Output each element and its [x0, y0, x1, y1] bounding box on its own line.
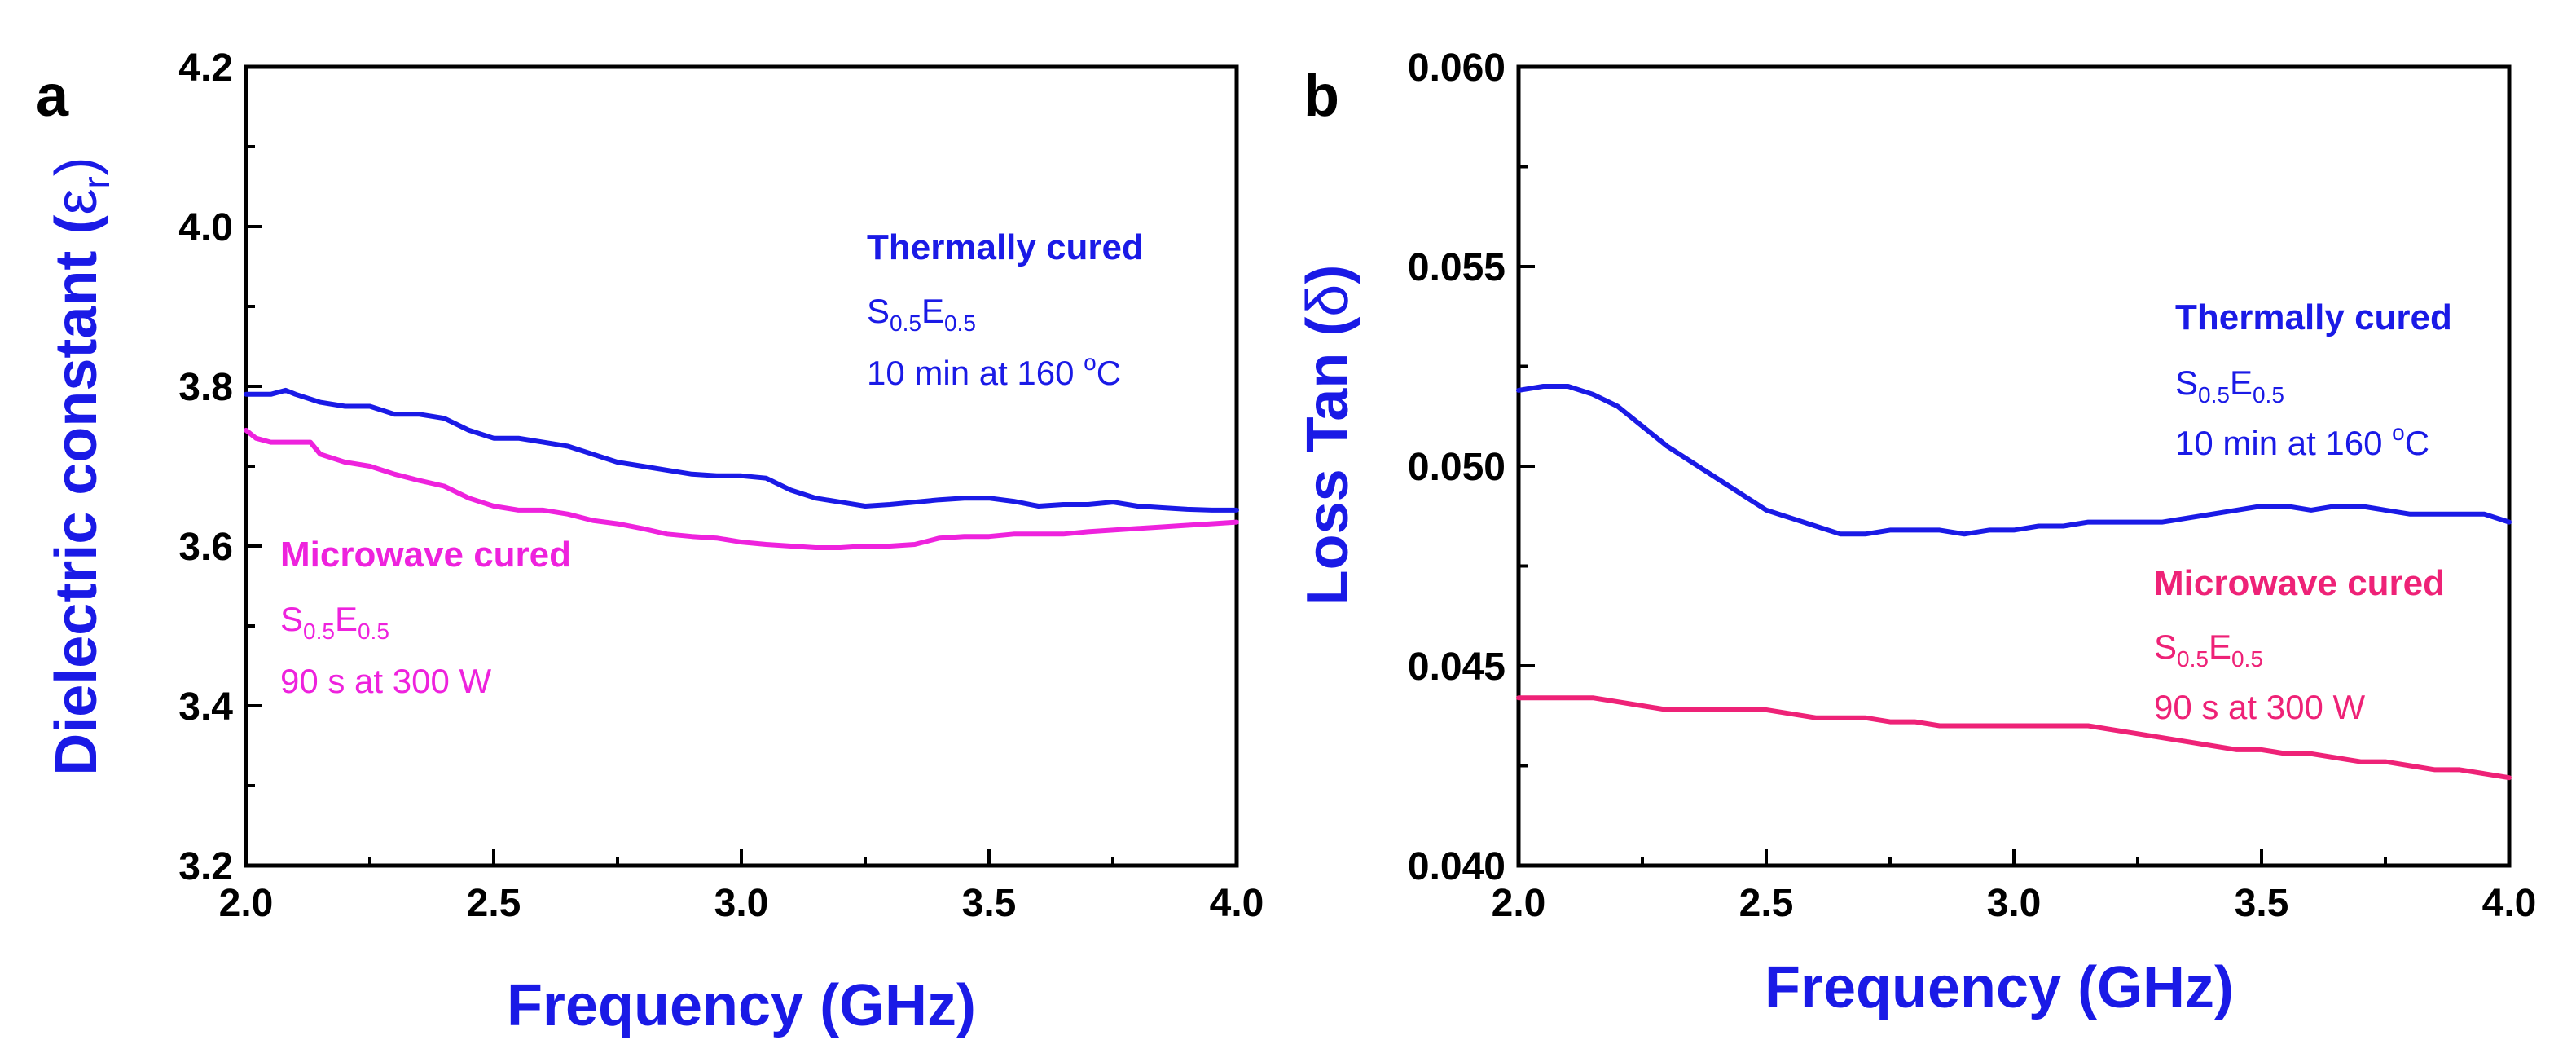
annotation-condition: 90 s at 300 W — [280, 662, 491, 700]
x-tick-labels: 2.0 2.5 3.0 3.5 4.0 — [219, 882, 1264, 925]
x-tick-label: 3.0 — [714, 882, 769, 925]
y-axis-title: Dielectric constant (εr) — [44, 156, 117, 776]
y-tick-label: 4.2 — [178, 46, 233, 90]
formula-e: E — [921, 292, 944, 330]
x-tick-label: 4.0 — [2482, 882, 2537, 925]
formula-s-sub: 0.5 — [303, 619, 335, 644]
x-axis-title: Frequency (GHz) — [507, 973, 976, 1038]
y-tick-label: 0.050 — [1408, 446, 1506, 489]
formula-s: S — [280, 600, 303, 638]
series-group — [1516, 384, 2512, 781]
annotation-thermal: Thermally cured S0.5E0.5 10 min at 160 o… — [2175, 297, 2452, 462]
y-tick-label: 0.060 — [1408, 46, 1506, 90]
condition-unit: C — [2405, 424, 2429, 462]
y-tick-label: 4.0 — [178, 206, 233, 249]
y-axis-title-symbol: δ — [1295, 284, 1361, 317]
formula-s: S — [2175, 363, 2198, 402]
panel-a: a 2.0 2.5 3.0 3.5 4.0 3.2 3.4 3.6 3.8 4.0 4.2 Fre… — [36, 46, 1264, 1038]
x-tick-label: 2.0 — [219, 882, 274, 925]
formula-s-sub: 0.5 — [890, 311, 921, 336]
y-tick-labels: 0.040 0.045 0.050 0.055 0.060 — [1408, 46, 1506, 888]
annotation-formula: S0.5E0.5 — [2154, 628, 2263, 672]
formula-e-sub: 0.5 — [2253, 382, 2284, 408]
x-axis-title: Frequency (GHz) — [1765, 955, 2234, 1020]
formula-e-sub: 0.5 — [944, 311, 976, 336]
x-tick-label: 2.0 — [1492, 882, 1546, 925]
formula-s-sub: 0.5 — [2198, 382, 2230, 408]
series-line-thermal — [1516, 384, 2512, 537]
series-line-microwave — [244, 427, 1239, 550]
y-tick-label: 0.040 — [1408, 845, 1506, 888]
y-tick-label: 3.6 — [178, 526, 233, 569]
annotation-condition: 10 min at 160 oC — [2175, 420, 2429, 462]
annotation-condition: 10 min at 160 oC — [867, 350, 1121, 392]
annotation-title: Microwave cured — [280, 535, 571, 575]
annotation-microwave: Microwave cured S0.5E0.5 90 s at 300 W — [2154, 563, 2445, 726]
tick-marks — [244, 65, 1238, 867]
plot-frame — [1516, 64, 2512, 868]
x-tick-label: 3.5 — [2235, 882, 2289, 925]
annotation-condition: 90 s at 300 W — [2154, 688, 2365, 726]
y-axis-title: Loss Tan (δ) — [1295, 265, 1361, 606]
tick-marks — [1517, 65, 2511, 867]
y-axis-title-close: ) — [1295, 265, 1361, 284]
x-tick-label: 2.5 — [467, 882, 521, 925]
x-tick-label: 4.0 — [1210, 882, 1264, 925]
x-tick-label: 3.5 — [962, 882, 1017, 925]
y-axis-title-main: Dielectric constant ( — [44, 215, 109, 776]
condition-text: 10 min at 160 — [2175, 424, 2392, 462]
formula-e: E — [2230, 363, 2253, 402]
annotation-title: Thermally cured — [2175, 297, 2452, 337]
y-axis-title-subscript: r — [75, 176, 117, 188]
annotation-formula: S0.5E0.5 — [2175, 363, 2284, 408]
plot-frame — [244, 64, 1239, 868]
y-axis-title-symbol: ε — [44, 189, 109, 215]
panel-letter: a — [36, 64, 69, 129]
formula-s: S — [867, 292, 890, 330]
formula-e-sub: 0.5 — [358, 619, 389, 644]
x-tick-labels: 2.0 2.5 3.0 3.5 4.0 — [1492, 882, 2537, 925]
series-line-thermal — [244, 387, 1239, 513]
series-group — [244, 387, 1239, 550]
x-tick-label: 2.5 — [1739, 882, 1794, 925]
x-tick-label: 3.0 — [1987, 882, 2042, 925]
y-tick-label: 0.045 — [1408, 645, 1506, 689]
annotation-microwave: Microwave cured S0.5E0.5 90 s at 300 W — [280, 535, 571, 700]
condition-superscript: o — [2392, 420, 2405, 445]
series-line-microwave — [1516, 695, 2512, 781]
y-tick-label: 3.2 — [178, 845, 233, 888]
formula-s: S — [2154, 628, 2177, 666]
condition-superscript: o — [1084, 350, 1097, 375]
formula-e-sub: 0.5 — [2231, 646, 2263, 672]
formula-e: E — [2209, 628, 2231, 666]
y-axis-title-main: Loss Tan ( — [1295, 317, 1361, 606]
condition-unit: C — [1097, 354, 1121, 392]
annotation-title: Thermally cured — [867, 227, 1144, 267]
y-tick-labels: 3.2 3.4 3.6 3.8 4.0 4.2 — [178, 46, 233, 888]
annotation-thermal: Thermally cured S0.5E0.5 10 min at 160 o… — [867, 227, 1144, 392]
formula-s-sub: 0.5 — [2177, 646, 2209, 672]
formula-e: E — [335, 600, 358, 638]
y-tick-label: 3.4 — [178, 685, 233, 729]
y-tick-label: 3.8 — [178, 366, 233, 409]
panel-b: b 2.0 2.5 3.0 3.5 4.0 0.0400.0450.0500.0550.… — [1295, 46, 2536, 1020]
panel-letter: b — [1303, 64, 1339, 129]
condition-text: 10 min at 160 — [867, 354, 1084, 392]
annotation-formula: S0.5E0.5 — [867, 292, 976, 336]
y-axis-title-close: ) — [44, 156, 109, 176]
annotation-formula: S0.5E0.5 — [280, 600, 389, 644]
annotation-title: Microwave cured — [2154, 563, 2445, 603]
y-tick-label: 0.055 — [1408, 246, 1506, 289]
